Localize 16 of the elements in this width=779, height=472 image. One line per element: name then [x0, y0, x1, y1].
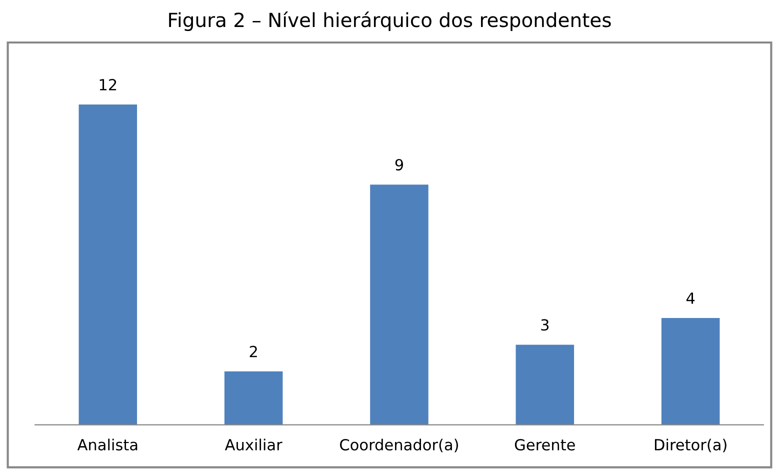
- data-label: 4: [686, 292, 695, 304]
- data-label: 2: [250, 346, 257, 358]
- chart-title: Figura 2 – Nível hierárquico dos respondentes: [169, 11, 611, 32]
- data-label: 3: [541, 319, 549, 331]
- data-label: 9: [395, 158, 404, 171]
- data-label: 12: [100, 78, 116, 90]
- x-tick-label: Diretor(a): [654, 438, 726, 452]
- x-tick-label: Coordenador(a): [340, 438, 458, 452]
- bar: [661, 318, 720, 425]
- x-tick-label: Analista: [77, 438, 138, 451]
- bar: [370, 184, 428, 425]
- bar: [224, 371, 283, 425]
- bar: [516, 344, 574, 425]
- bar: [78, 104, 138, 425]
- x-tick-label: Gerente: [514, 438, 575, 451]
- x-tick-label: Auxiliar: [224, 438, 282, 451]
